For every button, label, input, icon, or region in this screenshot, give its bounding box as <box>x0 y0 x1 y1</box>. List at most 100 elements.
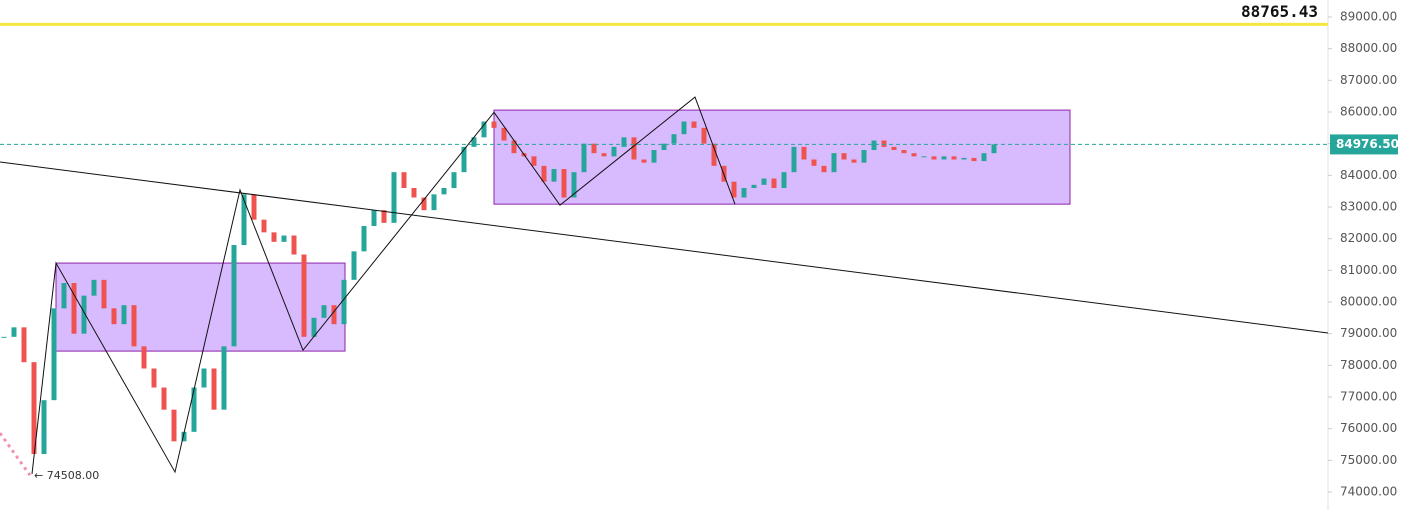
candle <box>931 156 937 160</box>
candle <box>551 169 557 182</box>
candle <box>711 143 717 166</box>
zigzag <box>31 96 736 475</box>
price-label: 84976.50 <box>1336 137 1399 151</box>
candle <box>841 153 847 160</box>
candle <box>291 235 297 255</box>
candle <box>231 245 237 347</box>
y-tick-label: 86000.00 <box>1340 105 1397 119</box>
price-axis-panel <box>1328 0 1413 510</box>
candle <box>21 327 27 363</box>
candle <box>811 159 817 166</box>
candle <box>161 387 167 410</box>
candle <box>781 172 787 189</box>
candle <box>801 146 807 160</box>
candle <box>151 368 157 388</box>
candle <box>381 210 387 223</box>
candle <box>331 305 337 325</box>
candle <box>621 137 627 147</box>
y-tick-label: 87000.00 <box>1340 73 1397 87</box>
candle <box>821 165 827 173</box>
candle <box>321 305 327 318</box>
candle <box>971 157 977 162</box>
candle <box>361 226 367 252</box>
candle <box>891 146 897 151</box>
candle <box>501 127 507 141</box>
candle <box>861 150 867 163</box>
candle <box>51 308 57 401</box>
candle <box>831 153 837 173</box>
candle <box>121 305 127 325</box>
candle <box>631 137 637 160</box>
y-tick-label: 83000.00 <box>1340 200 1397 214</box>
candle <box>741 188 747 198</box>
candle <box>911 153 917 157</box>
candle <box>111 308 117 325</box>
price-label-box <box>1330 134 1398 155</box>
candle <box>661 143 667 151</box>
candle <box>301 254 307 337</box>
trend-line <box>0 161 1329 334</box>
candle <box>181 431 187 442</box>
candle <box>981 153 987 162</box>
candle <box>491 121 497 128</box>
y-tick-label: 89000.00 <box>1340 10 1397 24</box>
candle <box>961 157 967 160</box>
candle <box>431 194 437 211</box>
candle <box>371 210 377 227</box>
candle <box>211 368 217 410</box>
alert-label: 88765.43 <box>1241 2 1318 21</box>
candle <box>171 409 177 442</box>
candle <box>391 172 397 223</box>
candle <box>441 188 447 195</box>
candle <box>241 194 247 246</box>
candle <box>701 127 707 144</box>
candle <box>641 159 647 163</box>
range-box <box>493 109 1071 205</box>
candle <box>1 336 7 338</box>
candle <box>671 134 677 144</box>
candle <box>191 387 197 432</box>
candle <box>881 140 887 147</box>
y-tick-label: 74000.00 <box>1340 485 1397 499</box>
candle <box>131 305 137 347</box>
candle <box>751 184 757 189</box>
candle <box>401 172 407 189</box>
candle <box>31 362 37 455</box>
candle <box>531 156 537 166</box>
candle <box>561 169 567 198</box>
candle <box>101 279 107 309</box>
y-tick-label: 79000.00 <box>1340 326 1397 340</box>
candle <box>311 317 317 337</box>
candle <box>731 181 737 198</box>
candle <box>451 172 457 189</box>
candle <box>251 194 257 220</box>
candle <box>271 232 277 242</box>
candle <box>651 150 657 163</box>
candle <box>581 143 587 173</box>
candle <box>81 295 87 334</box>
candle <box>61 283 67 309</box>
y-tick-label: 80000.00 <box>1340 295 1397 309</box>
candle <box>791 146 797 173</box>
y-tick-label: 88000.00 <box>1340 41 1397 55</box>
candle <box>471 137 477 147</box>
candle <box>141 346 147 369</box>
candle <box>71 283 77 334</box>
y-tick-label: 77000.00 <box>1340 390 1397 404</box>
candle <box>871 140 877 151</box>
candle <box>541 165 547 182</box>
candle <box>91 279 97 296</box>
candle <box>591 143 597 154</box>
candle <box>481 121 487 138</box>
candle <box>901 150 907 154</box>
candle <box>941 156 947 160</box>
candle <box>571 172 577 198</box>
candle <box>221 346 227 410</box>
y-tick-label: 82000.00 <box>1340 231 1397 245</box>
candle <box>511 140 517 154</box>
candle <box>611 146 617 157</box>
candle <box>351 251 357 280</box>
y-tick-label: 84000.00 <box>1340 168 1397 182</box>
dotted-line <box>0 432 32 477</box>
